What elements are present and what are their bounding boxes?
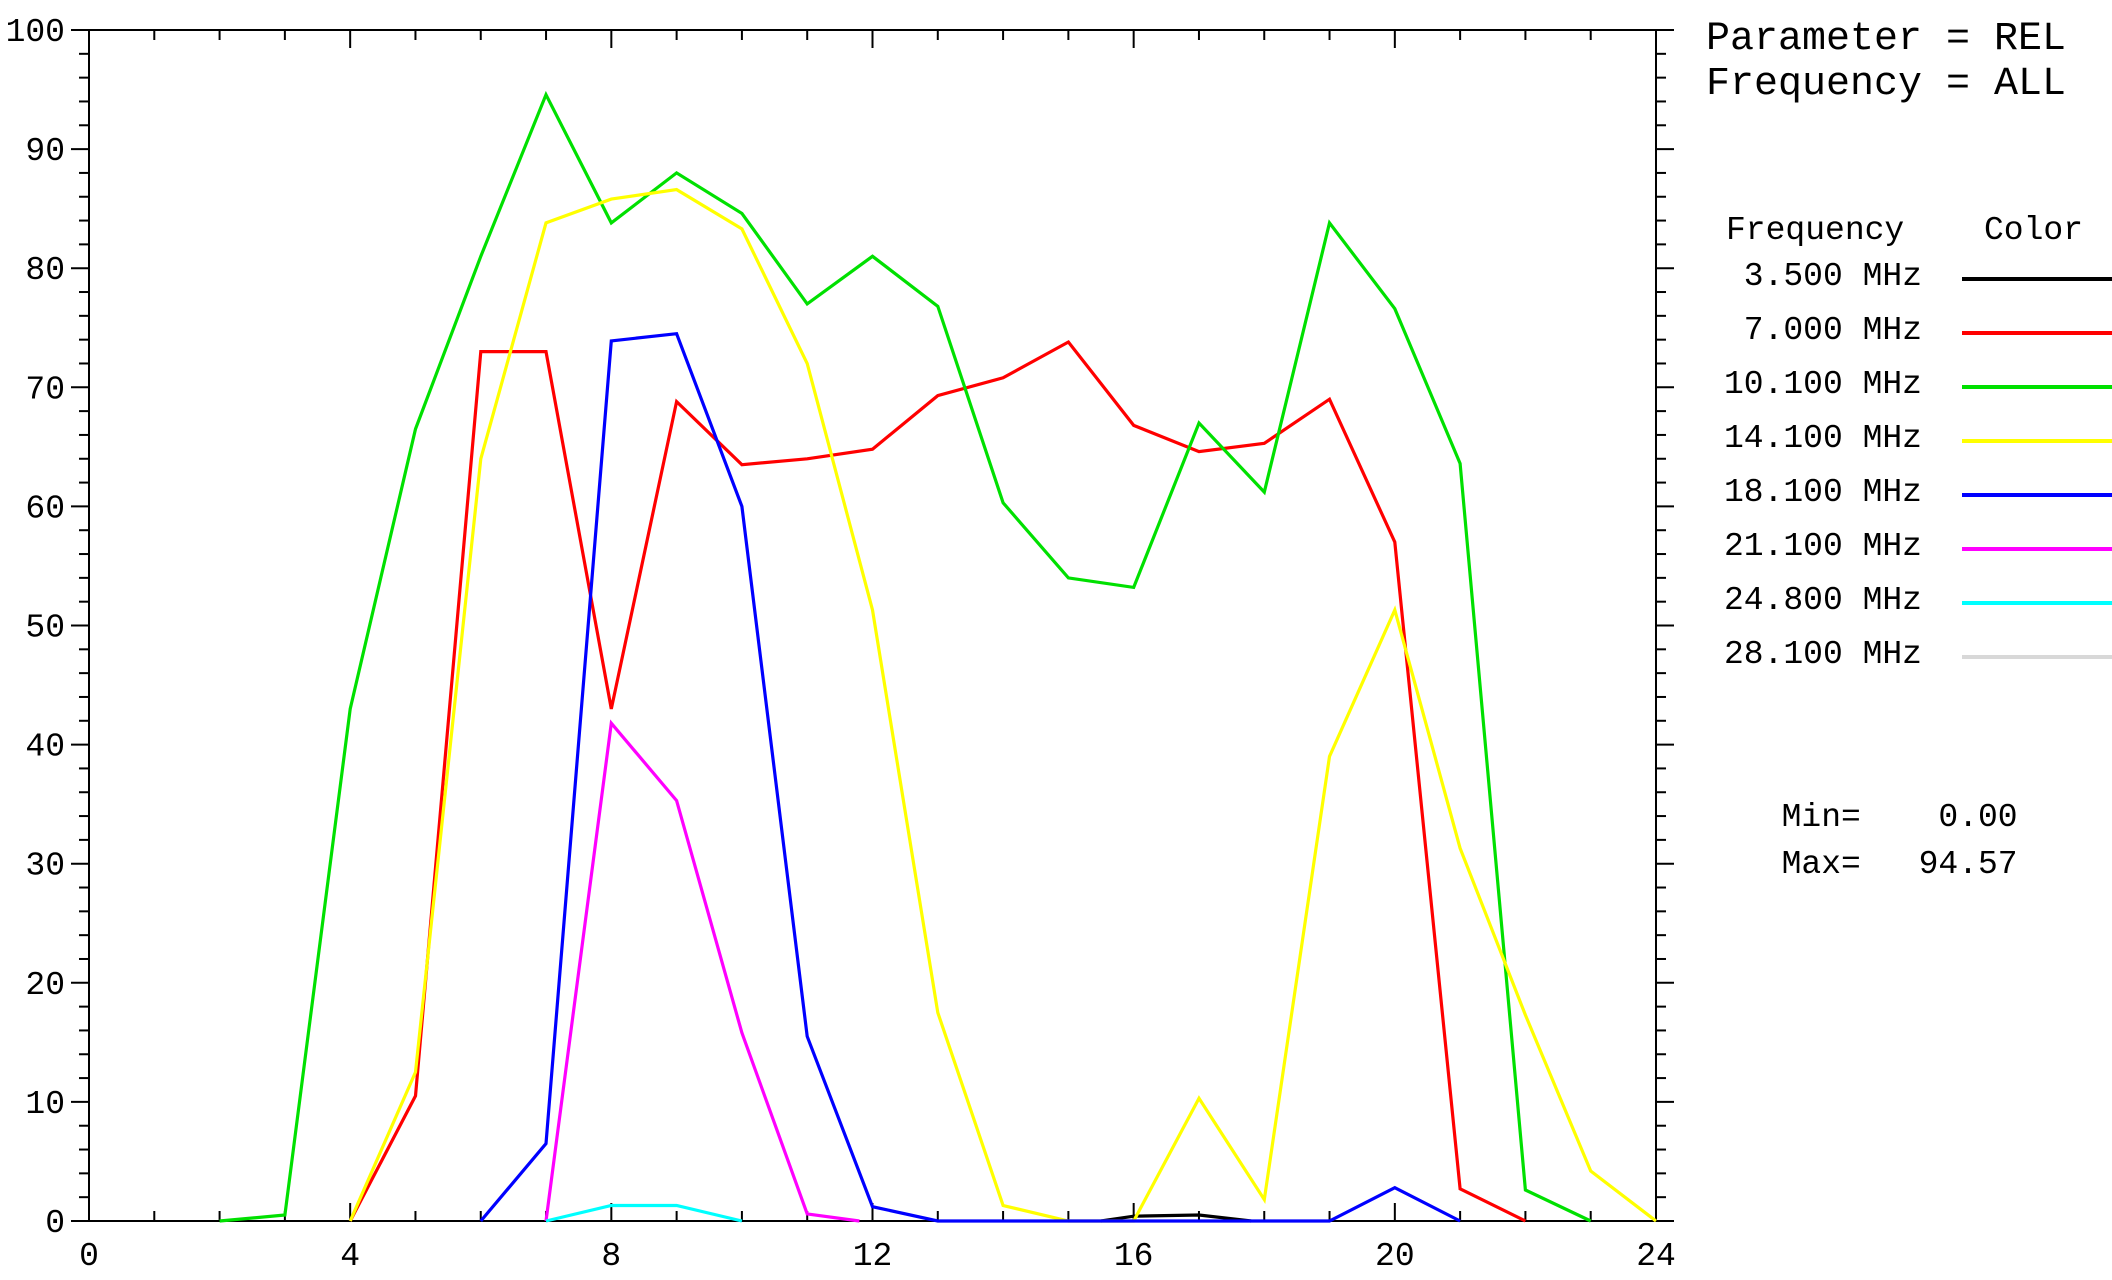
- legend-item: 10.100 MHz: [1706, 366, 2112, 406]
- y-tick-label: 100: [6, 14, 65, 51]
- legend-item-label: 21.100 MHz: [1723, 528, 1922, 565]
- legend-item-swatch: [1962, 655, 2112, 659]
- legend-item-label: 14.100 MHz: [1723, 420, 1922, 457]
- plot-frame: 0 4 8 12 16 20 24 0 10 20 30 40 50 60 70 80 90 100: [6, 14, 1676, 1275]
- plot-border: [88, 29, 1657, 1222]
- min-stat: Min= 0.00: [1742, 762, 2018, 836]
- legend-item-swatch: [1962, 385, 2112, 389]
- series-line: [348, 187, 1657, 1223]
- y-tick-label: 40: [25, 729, 65, 766]
- parameter-line: Parameter = REL: [1706, 17, 2067, 62]
- legend-item-swatch: [1962, 439, 2112, 443]
- series-line: [219, 90, 1592, 1223]
- x-tick-label: 12: [853, 1238, 893, 1275]
- frequency-line: Frequency = ALL: [1706, 62, 2067, 107]
- y-tick-label: 30: [25, 848, 65, 885]
- min-label: Min=: [1781, 799, 1861, 836]
- series-line: [479, 331, 1461, 1223]
- x-tick-label: 8: [601, 1238, 621, 1275]
- legend-item: 7.000 MHz: [1706, 312, 2112, 352]
- x-tick-label: 24: [1636, 1238, 1676, 1275]
- legend-item-label: 18.100 MHz: [1723, 474, 1922, 511]
- legend-item: 18.100 MHz: [1706, 474, 2112, 514]
- y-tick-label: 50: [25, 610, 65, 647]
- y-tick-label: 60: [25, 490, 65, 527]
- legend-item: 14.100 MHz: [1706, 420, 2112, 460]
- x-tick-label: 4: [340, 1238, 360, 1275]
- legend-item-swatch: [1962, 493, 2112, 497]
- y-tick-label: 10: [25, 1086, 65, 1123]
- y-tick-label: 80: [25, 252, 65, 289]
- legend-item-label: 10.100 MHz: [1723, 366, 1922, 403]
- legend-item: 3.500 MHz: [1706, 258, 2112, 298]
- max-stat: Max= 94.57: [1742, 809, 2018, 883]
- legend-item-label: 24.800 MHz: [1723, 582, 1922, 619]
- legend-color-header: Color: [1984, 212, 2084, 249]
- y-tick-label: 70: [25, 371, 65, 408]
- series-line: [348, 339, 1527, 1223]
- y-tick-label: 0: [45, 1205, 65, 1242]
- series-line: [545, 1203, 743, 1223]
- max-value: 94.57: [1918, 846, 2018, 883]
- legend-item-swatch: [1962, 277, 2112, 281]
- legend-item-label: 28.100 MHz: [1723, 636, 1922, 673]
- legend-frequency-header: Frequency: [1726, 212, 1905, 249]
- legend-item-label: 3.500 MHz: [1743, 258, 1922, 295]
- max-label: Max=: [1781, 846, 1861, 883]
- legend-item: 24.800 MHz: [1706, 582, 2112, 622]
- x-tick-label: 0: [79, 1238, 99, 1275]
- series-lines: [219, 90, 1657, 1223]
- y-tick-label: 20: [25, 967, 65, 1004]
- legend-item: 21.100 MHz: [1706, 528, 2112, 568]
- y-tick-label: 90: [25, 133, 65, 170]
- legend-item: 28.100 MHz: [1706, 636, 2112, 676]
- series-line: [1100, 1213, 1252, 1223]
- legend-item-swatch: [1962, 331, 2112, 335]
- legend-item-label: 7.000 MHz: [1743, 312, 1922, 349]
- x-tick-label: 16: [1114, 1238, 1154, 1275]
- min-value: 0.00: [1938, 799, 2018, 836]
- x-tick-label: 20: [1375, 1238, 1415, 1275]
- series-line: [544, 719, 860, 1223]
- legend-item-swatch: [1962, 547, 2112, 551]
- legend-item-swatch: [1962, 601, 2112, 605]
